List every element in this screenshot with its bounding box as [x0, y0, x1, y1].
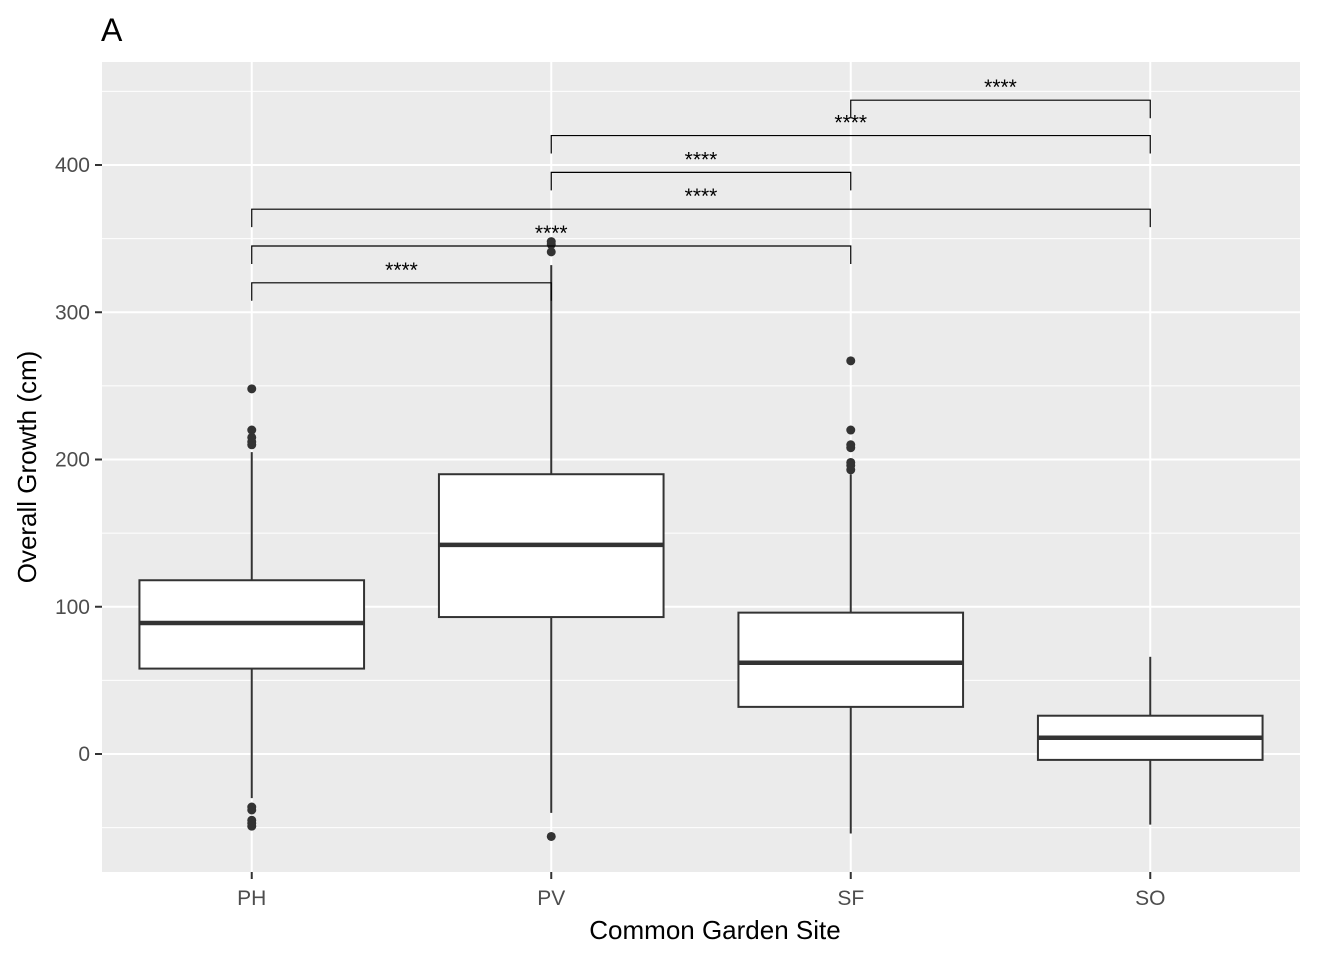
bracket-line [550, 134, 1151, 154]
x-axis: PH PV SF SO [237, 872, 1165, 910]
x-tick-label: SO [1135, 887, 1165, 910]
minor-gridlines [102, 90, 1300, 829]
significance-brackets: **** **** **** **** **** **** [251, 76, 1151, 301]
x-tick-label: PH [237, 887, 266, 910]
bracket-pv-sf: **** [550, 148, 852, 191]
outlier-point [546, 237, 556, 247]
iqr-box [737, 611, 965, 708]
bracket-line [251, 208, 1151, 228]
y-tick-label: 200 [55, 449, 90, 472]
y-axis: 0 100 200 300 400 [55, 154, 102, 766]
outlier-point [846, 457, 856, 467]
outlier-point [846, 425, 856, 435]
y-tick-label: 0 [78, 743, 90, 766]
significance-label: **** [834, 112, 867, 135]
boxes [138, 237, 1264, 841]
y-tick-label: 100 [55, 596, 90, 619]
y-tick-label: 300 [55, 301, 90, 324]
outlier-point [846, 356, 856, 366]
outlier-point [247, 425, 257, 435]
box-so [1036, 656, 1264, 825]
bracket-line [850, 99, 1151, 119]
panel-tag: A [101, 12, 123, 48]
outlier-point [546, 831, 556, 841]
x-axis-title: Common Garden Site [589, 915, 840, 945]
box-ph [138, 384, 366, 831]
bracket-ph-pv: **** [251, 259, 552, 301]
bracket-sf-so: **** [850, 76, 1151, 119]
y-tick-label: 400 [55, 154, 90, 177]
bracket-line [251, 245, 852, 264]
outlier-point [247, 432, 257, 442]
bracket-ph-so: **** [251, 185, 1151, 228]
bracket-pv-so: **** [550, 112, 1151, 154]
significance-label: **** [385, 259, 418, 282]
bracket-line [550, 171, 852, 191]
box-pv [437, 237, 665, 841]
significance-label: **** [685, 185, 718, 208]
outlier-point [247, 805, 257, 815]
outlier-point [247, 821, 257, 831]
x-tick-label: SF [837, 887, 864, 910]
outlier-point [247, 384, 257, 394]
bracket-line [251, 282, 552, 301]
significance-label: **** [984, 76, 1017, 99]
bracket-ph-sf: **** [251, 222, 852, 264]
significance-label: **** [685, 148, 718, 171]
outlier-point [846, 440, 856, 450]
x-tick-label: PV [537, 887, 565, 910]
outlier-point [546, 247, 556, 257]
y-axis-title: Overall Growth (cm) [12, 351, 42, 584]
significance-label: **** [535, 222, 568, 245]
box-sf [737, 356, 965, 834]
